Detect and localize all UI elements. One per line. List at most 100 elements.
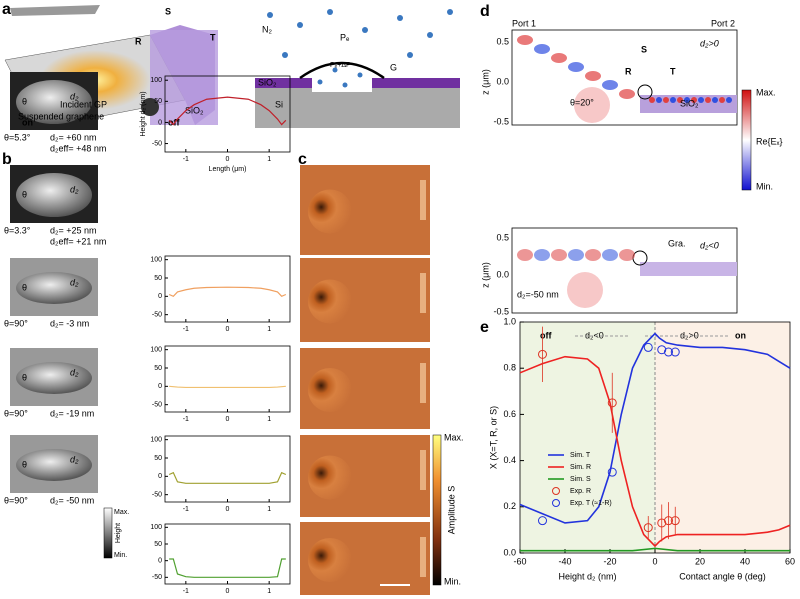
label: 0.5 — [496, 232, 509, 242]
y-tick-label: 0.0 — [503, 547, 516, 557]
marker — [664, 516, 673, 526]
label: θ=3.3° — [4, 225, 31, 235]
marker — [607, 467, 617, 477]
plot-frame — [164, 345, 291, 413]
label: θ — [22, 372, 27, 382]
x-tick-label: 1 — [267, 588, 271, 595]
y-tick-label: 50 — [154, 541, 162, 548]
y-tick-label: -50 — [152, 574, 162, 581]
x-tick-label: 0 — [226, 506, 230, 513]
field-lobe — [698, 97, 704, 103]
label: d₂=-50 nm — [517, 289, 559, 299]
field-lobe — [602, 80, 618, 90]
y-tick-label: 0.4 — [503, 455, 516, 465]
label: Incident GP — [60, 99, 107, 109]
amplitude-bar — [432, 434, 442, 586]
label: R — [135, 36, 142, 46]
y-tick-label: -50 — [152, 312, 162, 319]
edge — [420, 273, 426, 313]
field-lobe — [719, 97, 725, 103]
panel-label: a — [2, 1, 11, 18]
field-lobe — [663, 97, 669, 103]
label: -0.5 — [493, 116, 509, 126]
panel-label: d — [480, 3, 490, 20]
edge — [420, 180, 426, 220]
field-lobe — [517, 249, 533, 261]
label: Port 2 — [711, 18, 735, 28]
field-lobe — [585, 249, 601, 261]
label: Re{Eₓ} — [756, 136, 782, 146]
line — [519, 332, 791, 524]
label: 0.0 — [496, 76, 509, 86]
y-tick-label: -50 — [152, 492, 162, 499]
field-lobe — [534, 249, 550, 261]
label: d₂eff= +48 nm — [50, 143, 106, 153]
field-lobe — [568, 62, 584, 72]
x-tick-label: -1 — [183, 588, 189, 595]
x-axis-label: Contact angle θ (deg) — [679, 571, 766, 581]
annotation: d₂>0 — [680, 330, 699, 340]
y-tick-label: 50 — [154, 365, 162, 372]
near-field-ring — [308, 368, 352, 412]
label: SiO₂ — [680, 98, 699, 108]
y-tick-label: 100 — [150, 437, 162, 444]
edge — [420, 537, 426, 577]
x-tick-label: 0 — [226, 416, 230, 423]
field-lobe — [602, 249, 618, 261]
x-tick-label: 1 — [267, 506, 271, 513]
label: G — [390, 62, 397, 72]
field-lobe — [705, 97, 711, 103]
field-lobe — [619, 89, 635, 99]
label: S — [641, 44, 647, 54]
legend-label: Sim. S — [570, 476, 591, 483]
panel-label: e — [480, 319, 489, 336]
label: d₂eff= +21 nm — [50, 236, 106, 246]
field-lobe — [656, 97, 662, 103]
label: S — [165, 6, 171, 16]
legend-marker — [552, 499, 560, 507]
y-tick-label: 0.2 — [503, 501, 516, 511]
x-tick-label: 0 — [226, 326, 230, 333]
field-lobe — [712, 97, 718, 103]
x-tick-label: 0 — [226, 156, 230, 163]
x-tick-label: -1 — [183, 506, 189, 513]
label: Port 1 — [512, 18, 536, 28]
label: Height — [115, 523, 122, 543]
label: -0.5 — [493, 306, 509, 316]
height-bar — [103, 507, 113, 559]
label: 0.5 — [496, 36, 509, 46]
marker — [643, 523, 653, 533]
label: θ=20° — [570, 97, 594, 107]
y-tick-label: 100 — [150, 257, 162, 264]
x-tick-label: 0 — [226, 588, 230, 595]
y-tick-label: -50 — [152, 402, 162, 409]
field-lobe — [585, 71, 601, 81]
y-tick-label: 100 — [150, 524, 162, 531]
label: d₂ — [70, 91, 79, 101]
x-axis-label: Height d₂ (nm) — [558, 571, 616, 581]
label: d₂= -19 nm — [50, 408, 94, 418]
y-tick-label: 0 — [158, 383, 162, 390]
marker — [670, 347, 680, 357]
y-tick-label: 0.8 — [503, 363, 516, 373]
y-tick-label: 50 — [154, 98, 162, 105]
label: θ=90° — [4, 408, 28, 418]
label: d₂ — [70, 367, 79, 377]
panel-d-art — [511, 29, 752, 314]
panel-label: b — [2, 151, 12, 168]
field-lobe — [551, 249, 567, 261]
x-tick-label: 1 — [267, 416, 271, 423]
sample-shape — [16, 449, 92, 481]
region — [520, 322, 655, 553]
label: θ — [22, 282, 27, 292]
x-tick-label: -1 — [183, 326, 189, 333]
plot-frame — [164, 255, 291, 323]
label: d₂ — [70, 277, 79, 287]
y-tick-label: 0.6 — [503, 409, 516, 419]
label: Min. — [444, 576, 461, 586]
label: Min. — [756, 181, 773, 191]
panel-b-art — [10, 72, 113, 559]
label: Max. — [114, 509, 129, 516]
near-field-ring — [308, 279, 352, 324]
